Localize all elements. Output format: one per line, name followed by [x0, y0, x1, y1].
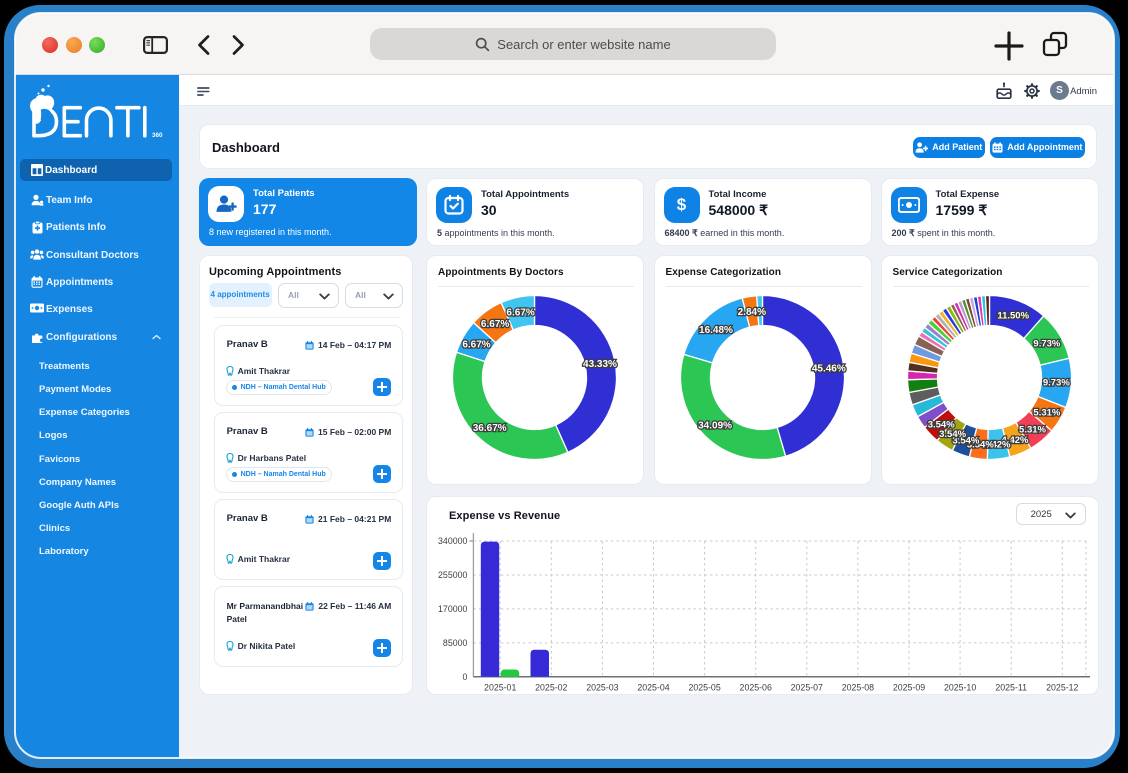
svg-text:2025-07: 2025-07 — [791, 682, 823, 692]
svg-text:2025-12: 2025-12 — [1046, 682, 1078, 692]
svg-text:9.73%: 9.73% — [1033, 338, 1060, 349]
svg-text:340000: 340000 — [438, 536, 467, 546]
svg-text:3.54%: 3.54% — [939, 429, 966, 440]
svg-text:3.54%: 3.54% — [927, 419, 954, 430]
svg-text:16.48%: 16.48% — [699, 325, 733, 336]
svg-text:2.84%: 2.84% — [737, 307, 765, 318]
svg-text:34.09%: 34.09% — [698, 420, 732, 431]
svg-text:9.73%: 9.73% — [1042, 378, 1069, 389]
svg-text:6.67%: 6.67% — [462, 340, 490, 351]
svg-text:2025-05: 2025-05 — [688, 682, 720, 692]
svg-text:2025-08: 2025-08 — [842, 682, 874, 692]
svg-text:2025-01: 2025-01 — [484, 682, 516, 692]
svg-text:5.31%: 5.31% — [1019, 424, 1046, 435]
svg-text:170000: 170000 — [438, 604, 467, 614]
svg-text:3.54%: 3.54% — [966, 439, 993, 450]
svg-text:2025-06: 2025-06 — [740, 682, 772, 692]
svg-text:360: 360 — [152, 132, 163, 139]
svg-text:3.54%: 3.54% — [952, 436, 979, 447]
svg-text:5.31%: 5.31% — [1033, 408, 1060, 419]
svg-text:2025-11: 2025-11 — [995, 682, 1027, 692]
svg-text:6.67%: 6.67% — [506, 308, 534, 319]
svg-text:45.46%: 45.46% — [811, 364, 845, 375]
svg-text:4.42%: 4.42% — [983, 440, 1010, 451]
svg-text:0: 0 — [462, 672, 467, 682]
svg-text:4.42%: 4.42% — [1001, 435, 1028, 446]
svg-text:255000: 255000 — [438, 570, 467, 580]
svg-text:85000: 85000 — [443, 638, 468, 648]
svg-text:6.67%: 6.67% — [481, 319, 509, 330]
svg-text:2025-09: 2025-09 — [893, 682, 925, 692]
svg-text:2025-04: 2025-04 — [637, 682, 669, 692]
svg-text:36.67%: 36.67% — [473, 423, 507, 434]
svg-text:2025-03: 2025-03 — [586, 682, 618, 692]
svg-text:2025-02: 2025-02 — [535, 682, 567, 692]
svg-text:11.50%: 11.50% — [997, 310, 1029, 321]
svg-text:43.33%: 43.33% — [583, 359, 617, 370]
svg-text:2025-10: 2025-10 — [944, 682, 976, 692]
